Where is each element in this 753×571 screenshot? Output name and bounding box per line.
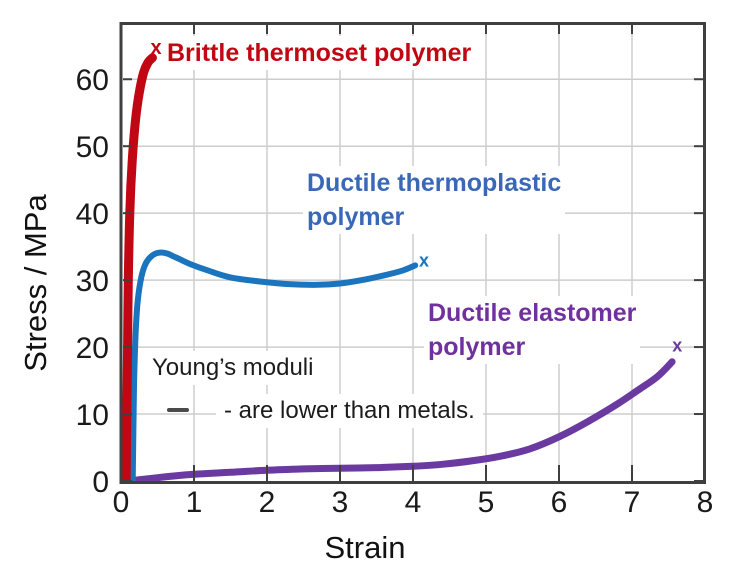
curve-label-ductile-elastomer: Ductile elastomer polymer — [424, 296, 641, 364]
x-tick-label: 8 — [697, 486, 714, 519]
annotation-lower-than-metals: - are lower than metals. — [216, 394, 483, 428]
y-tick-label: 50 — [76, 131, 109, 164]
y-axis-title: Stress / MPa — [18, 194, 53, 372]
y-tick-label: 40 — [76, 198, 109, 231]
x-tick-label: 6 — [551, 486, 568, 519]
fracture-marker-ductile-thermoplastic-polymer: x — [419, 251, 429, 271]
y-tick-label: 20 — [76, 332, 109, 365]
curve-label-ductile-thermoplastic: Ductile thermoplastic polymer — [303, 166, 566, 234]
y-tick-label: 60 — [76, 64, 109, 97]
fracture-marker-brittle-thermoset-polymer: x — [150, 37, 161, 59]
curve-ductile-elastomer-polymer — [124, 358, 676, 484]
fracture-marker-ductile-elastomer-polymer: x — [672, 336, 682, 356]
x-tick-label: 3 — [332, 486, 349, 519]
y-tick-label: 0 — [92, 466, 109, 499]
curve-brittle-thermoset-polymer — [121, 53, 157, 484]
x-tick-label: 1 — [186, 486, 203, 519]
dash-marker — [167, 408, 189, 412]
x-tick-label: 4 — [405, 486, 422, 519]
curve-label-brittle-thermoset: Brittle thermoset polymer — [163, 36, 476, 70]
x-tick-label: 5 — [478, 486, 495, 519]
y-tick-label: 30 — [76, 265, 109, 298]
annotation-youngs-moduli: Young’s moduli — [144, 351, 322, 385]
x-tick-label: 0 — [113, 486, 130, 519]
x-tick-label: 2 — [259, 486, 276, 519]
x-axis-title: Strain — [324, 530, 406, 565]
y-tick-label: 10 — [76, 399, 109, 432]
axes-box — [119, 22, 706, 484]
curve-ductile-thermoplastic-polymer — [129, 249, 419, 484]
x-tick-label: 7 — [624, 486, 641, 519]
